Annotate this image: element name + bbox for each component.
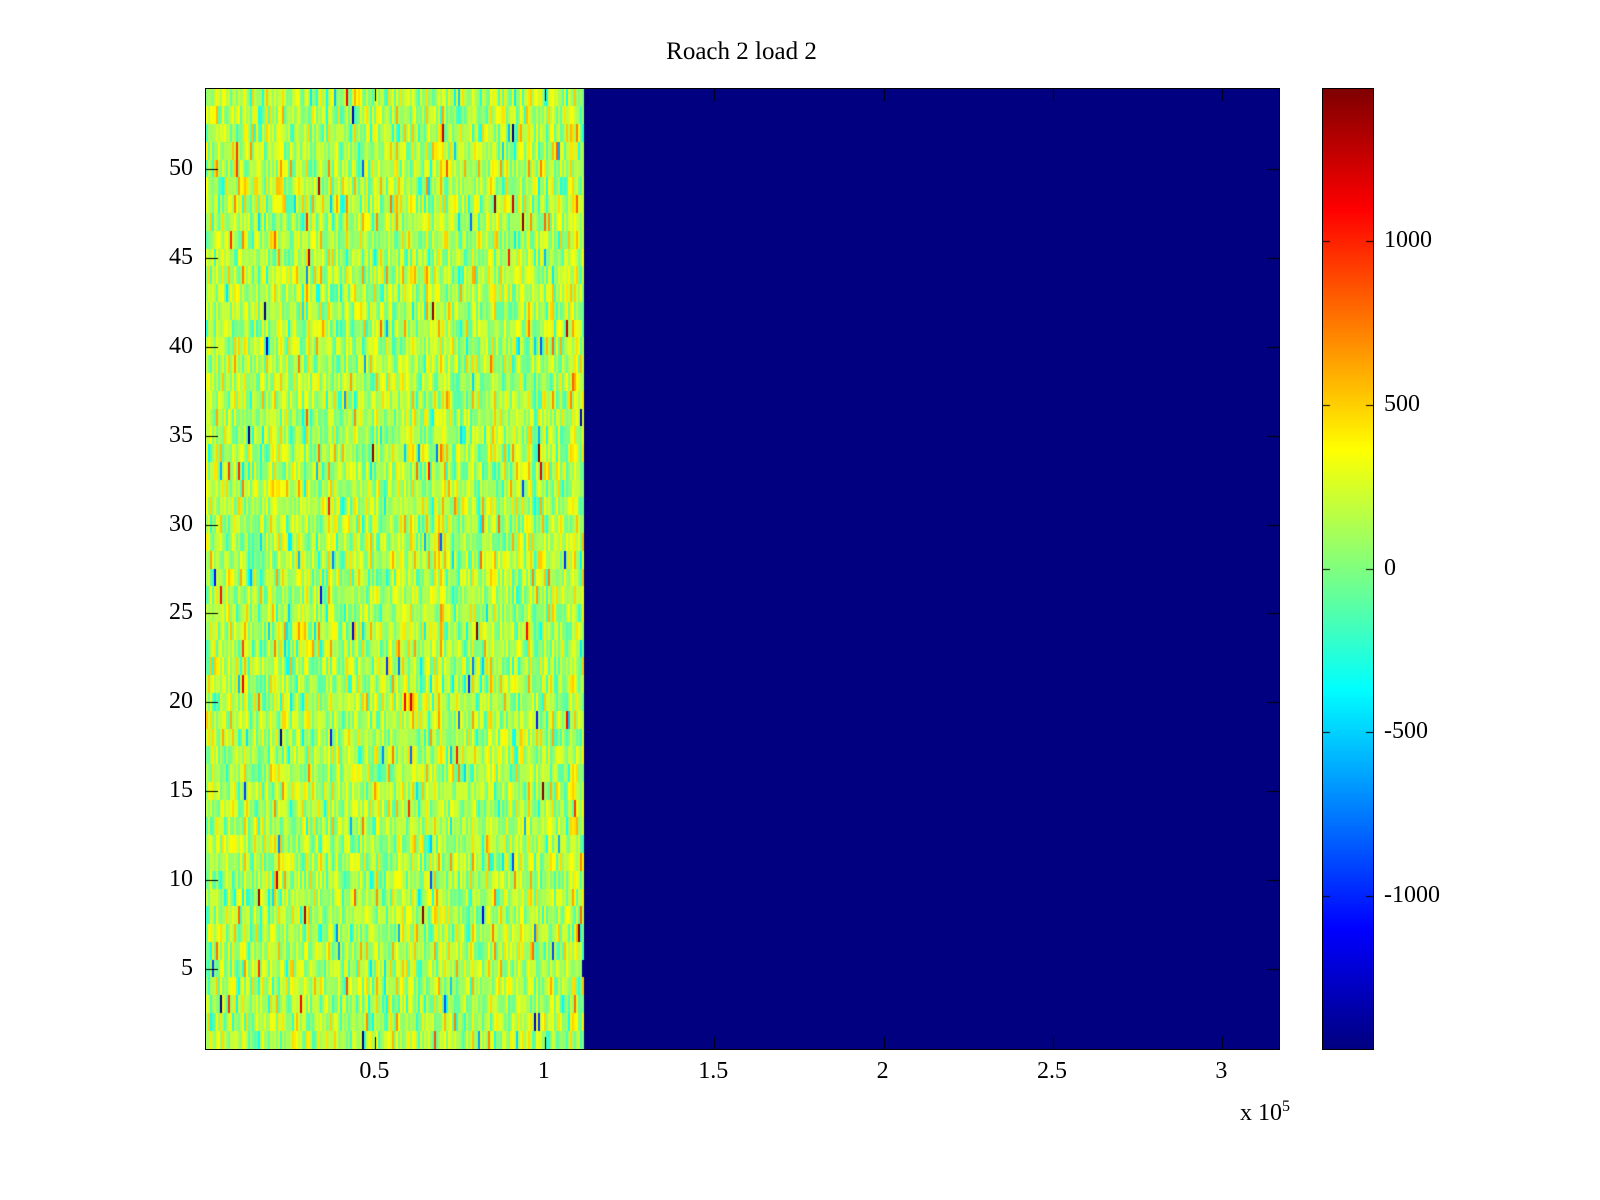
colorbar-tick-label: -1000 — [1384, 882, 1440, 909]
x-tick-label: 3 — [1215, 1058, 1228, 1084]
x-tick-label: 2 — [876, 1058, 889, 1084]
y-tick-label: 45 — [169, 243, 193, 270]
y-tick-label: 10 — [169, 866, 193, 893]
colorbar-canvas — [1323, 89, 1373, 1049]
x-scale-base: x 10 — [1240, 1100, 1282, 1126]
heatmap-canvas[interactable] — [206, 89, 1279, 1049]
y-tick-label: 25 — [169, 599, 193, 626]
chart-title: Roach 2 load 2 — [666, 38, 817, 65]
x-tick-label: 0.5 — [359, 1058, 390, 1084]
x-scale-exponent: 5 — [1282, 1098, 1290, 1115]
x-tick-label: 1.5 — [698, 1058, 729, 1084]
x-tick-label: 1 — [537, 1058, 550, 1084]
colorbar-tick-label: 500 — [1384, 390, 1420, 417]
colorbar-tick-label: 1000 — [1384, 226, 1432, 253]
y-tick-label: 35 — [169, 421, 193, 448]
y-tick-label: 20 — [169, 688, 193, 715]
y-tick-label: 50 — [169, 155, 193, 181]
colorbar-tick-label: 0 — [1384, 554, 1396, 581]
x-tick-label: 2.5 — [1037, 1058, 1068, 1084]
y-tick-label: 15 — [169, 777, 193, 804]
y-tick-label: 30 — [169, 510, 193, 537]
y-tick-label: 40 — [169, 332, 193, 359]
colorbar-tick-label: -500 — [1384, 718, 1428, 745]
colorbar — [1322, 88, 1374, 1050]
x-axis-scale-label: x 105 — [1078, 1098, 1290, 1127]
y-tick-label: 5 — [181, 955, 193, 981]
heatmap-plot-area[interactable] — [205, 88, 1280, 1050]
